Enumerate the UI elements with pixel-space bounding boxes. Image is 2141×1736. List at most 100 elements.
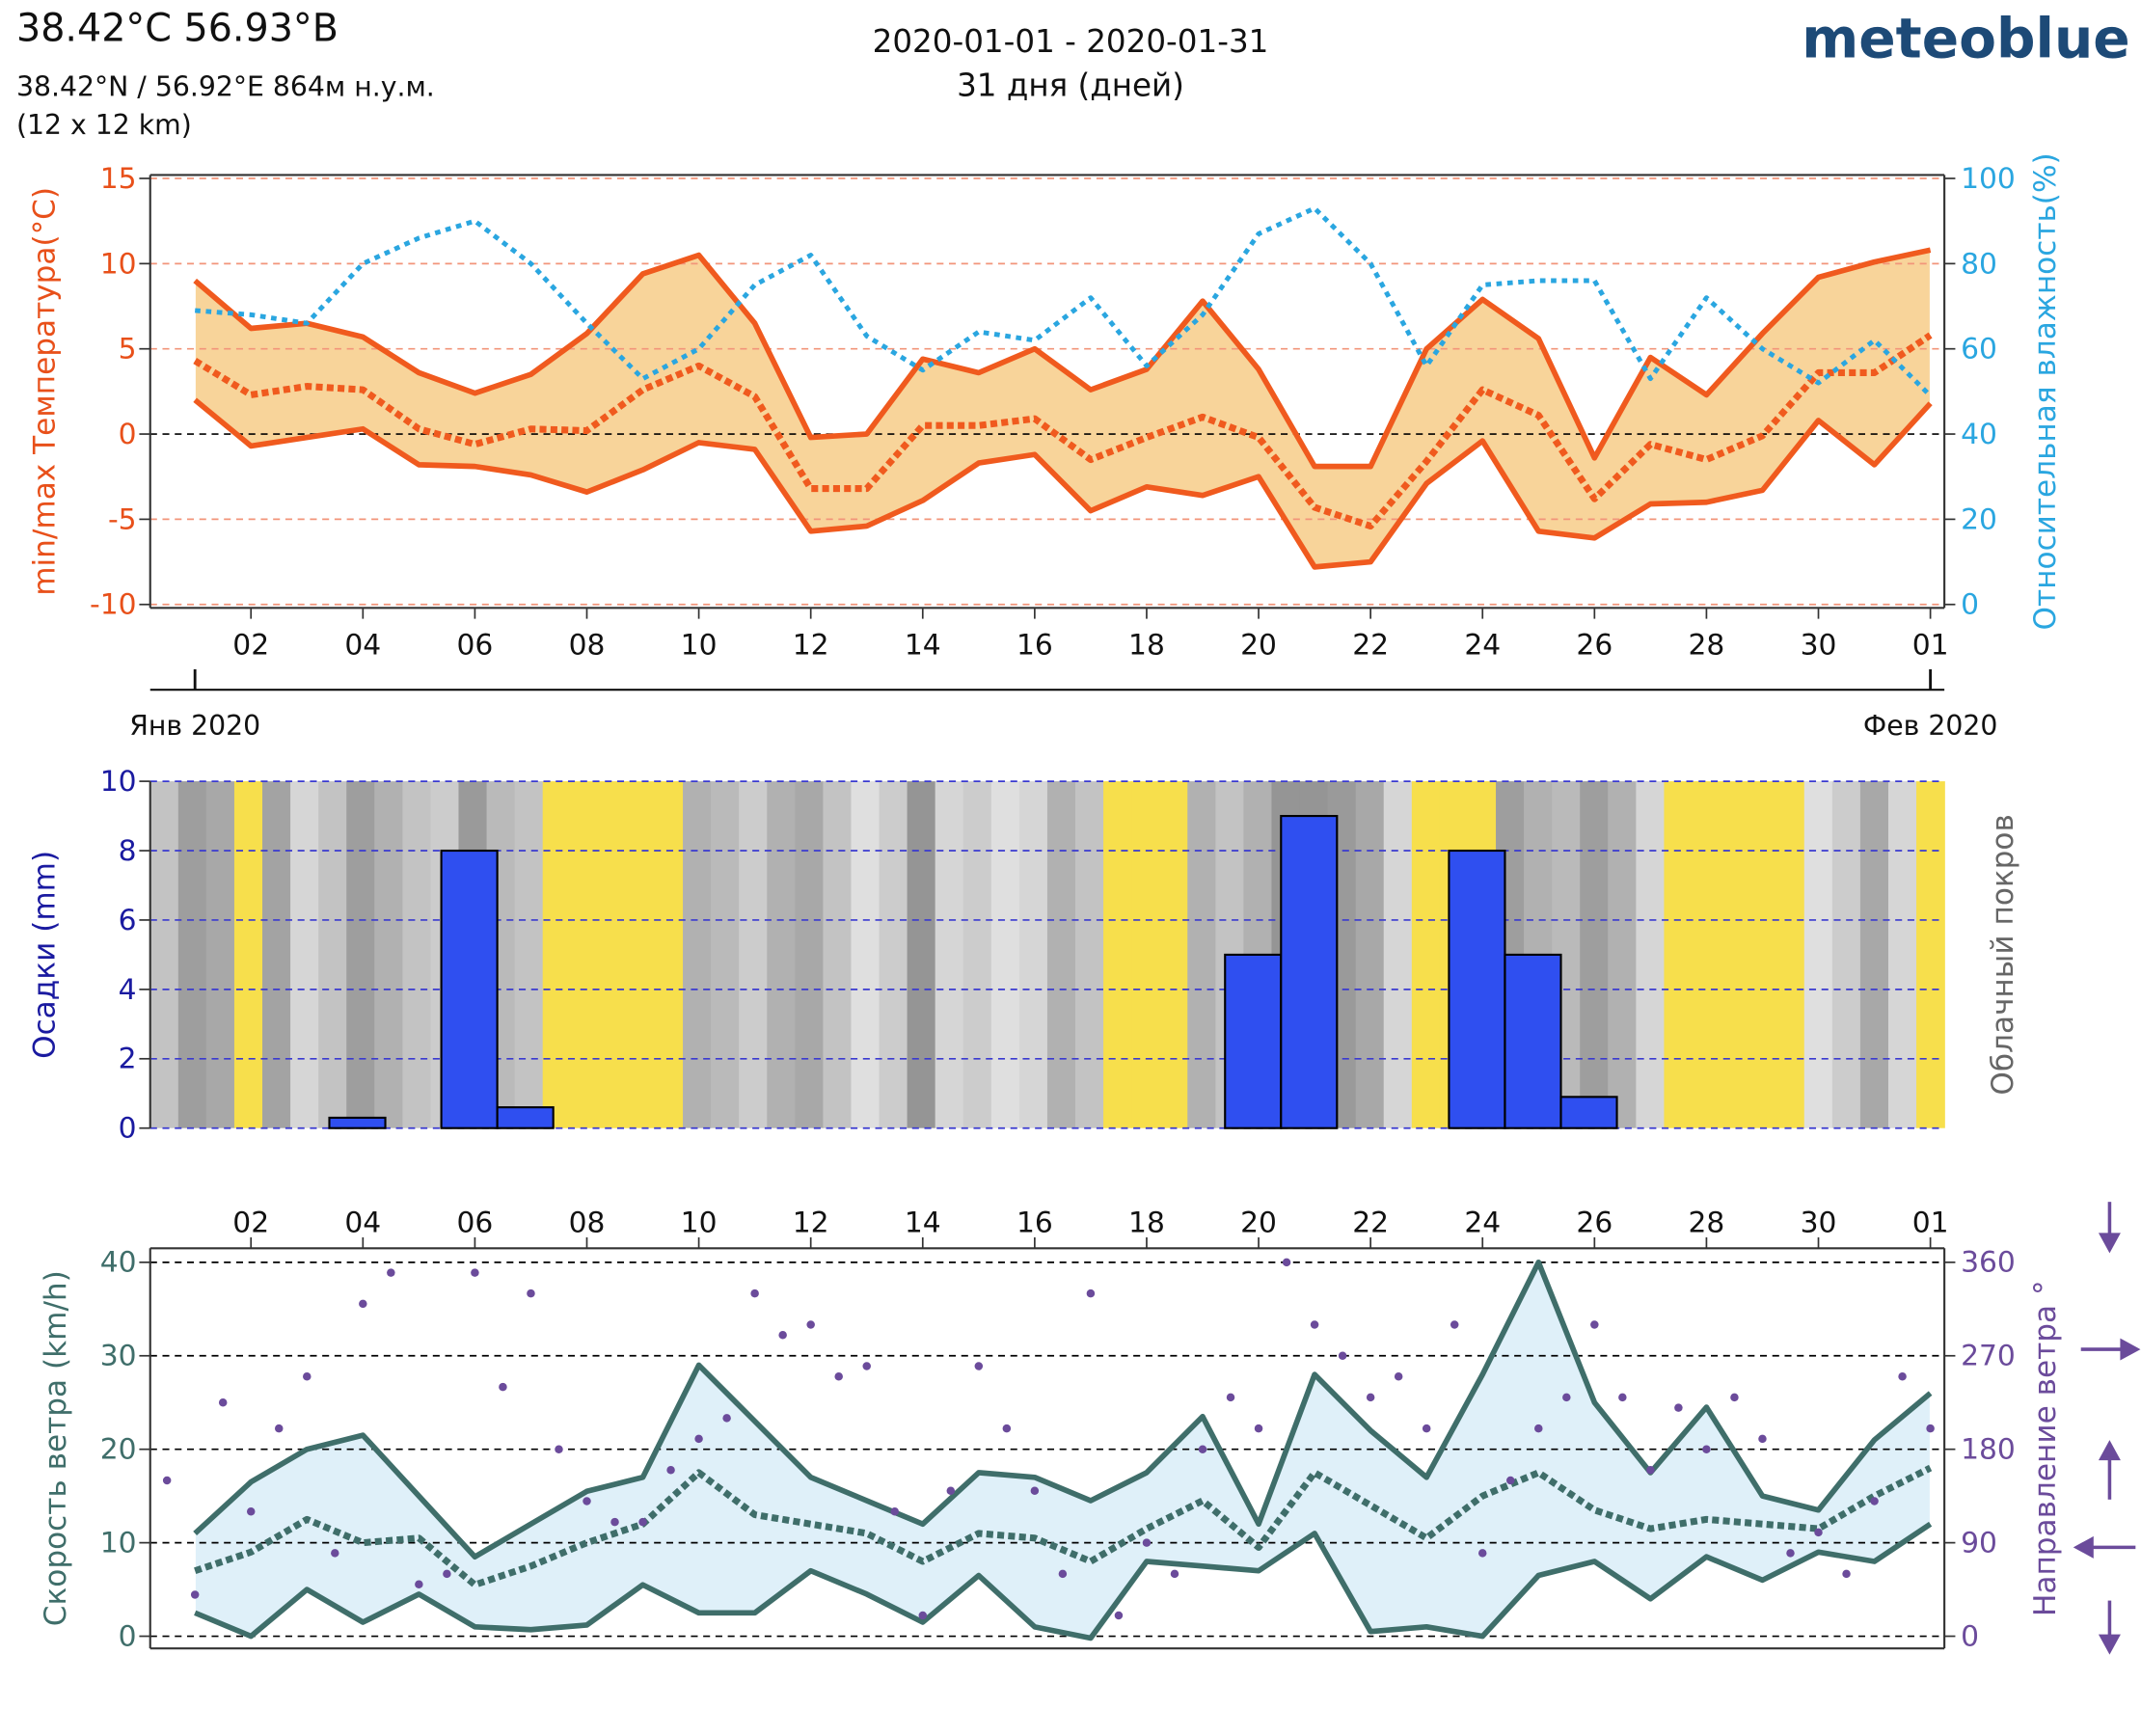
- cloud-stripe: [1018, 781, 1048, 1128]
- cloud-stripe: [1580, 781, 1610, 1128]
- y-tick-label: 40: [100, 1246, 137, 1280]
- wind-direction-point: [1058, 1569, 1068, 1579]
- precipitation-bar: [1448, 849, 1506, 1129]
- wind-direction-point: [1394, 1372, 1403, 1381]
- wind-direction-point: [722, 1414, 731, 1423]
- y2-axis-label: Направление ветра °: [2028, 1280, 2063, 1616]
- y-tick-label: -5: [108, 502, 137, 536]
- x-tick-label: 04: [344, 1206, 381, 1239]
- x-tick-label: 26: [1576, 1206, 1613, 1239]
- cloud-stripe: [233, 781, 263, 1128]
- wind-direction-point: [666, 1465, 675, 1475]
- cloud-stripe: [907, 781, 936, 1128]
- wind-direction-point: [1590, 1320, 1599, 1329]
- y-tick-label: 15: [100, 162, 137, 196]
- y2-tick-label: 270: [1961, 1340, 2016, 1373]
- x-tick-label: 10: [681, 1206, 718, 1239]
- precipitation-bar: [1280, 814, 1339, 1129]
- wind-direction-point: [331, 1549, 339, 1558]
- dotted-line: [194, 1464, 1933, 1588]
- x-tick-label: 12: [793, 1206, 829, 1239]
- wind-direction-point: [218, 1397, 228, 1407]
- cloud-stripe: [1916, 781, 1945, 1128]
- cloud-stripe: [1775, 781, 1805, 1128]
- wind-direction-point: [1870, 1497, 1879, 1505]
- wind-direction-point: [1786, 1549, 1795, 1558]
- wind-direction-point: [1506, 1476, 1515, 1485]
- x-tick-label: 10: [681, 628, 718, 662]
- wind-direction-point: [1114, 1611, 1124, 1620]
- wind-direction-point: [1338, 1351, 1347, 1361]
- cloud-stripe: [374, 781, 404, 1128]
- y-tick-label: 8: [119, 834, 137, 868]
- cloud-stripe: [402, 781, 432, 1128]
- x-tick-label: 20: [1240, 628, 1277, 662]
- arrow-head: [2073, 1535, 2094, 1559]
- y-tick-label: 10: [100, 765, 137, 799]
- coordinates: 38.42°N / 56.92°E 864м н.у.м.: [16, 70, 435, 102]
- cloud-stripe: [542, 781, 572, 1128]
- wind-direction-point: [638, 1517, 647, 1527]
- period: 2020-01-01 - 2020-01-31: [873, 23, 1269, 60]
- x-tick-label: 12: [793, 628, 829, 662]
- y-tick-label: 5: [119, 333, 137, 366]
- wind-direction-point: [1198, 1445, 1207, 1453]
- wind-direction-point: [246, 1507, 256, 1516]
- cloud-stripe: [626, 781, 656, 1128]
- cloud-stripe: [935, 781, 964, 1128]
- y-axis-label: min/max Температура(°C): [28, 187, 63, 596]
- y-tick-label: 30: [100, 1340, 137, 1373]
- y2-tick-label: 0: [1961, 588, 1979, 622]
- location-title: 38.42°C 56.93°В: [16, 7, 339, 51]
- y-tick-label: 0: [119, 418, 137, 451]
- y2-axis-label: Относительная влажность(%): [2028, 152, 2063, 630]
- wind-direction-point: [1170, 1569, 1179, 1579]
- wind-direction-point: [610, 1517, 619, 1527]
- x-tick-label: 24: [1464, 1206, 1501, 1239]
- x-tick-label: 08: [569, 628, 606, 662]
- x-tick-label: 22: [1352, 628, 1389, 662]
- cloud-stripe: [1355, 781, 1385, 1128]
- wind-direction-point: [162, 1476, 172, 1485]
- wind-direction-point: [1142, 1538, 1152, 1547]
- cloud-stripe: [570, 781, 600, 1128]
- wind-direction-point: [1086, 1288, 1096, 1298]
- precipitation-bar: [1224, 953, 1283, 1129]
- month-label: Янв 2020: [129, 710, 260, 742]
- x-tick-label: 06: [456, 1206, 493, 1239]
- y2-tick-label: 100: [1961, 162, 2016, 196]
- wind-direction-point: [1450, 1320, 1459, 1329]
- cloud-stripe: [1159, 781, 1188, 1128]
- wind-direction-point: [946, 1486, 956, 1496]
- x-tick-label: 06: [456, 628, 493, 662]
- wind-direction-point: [1254, 1424, 1263, 1433]
- cloud-stripe: [177, 781, 207, 1128]
- x-tick-label: 24: [1464, 628, 1501, 662]
- cloud-stripe: [1664, 781, 1694, 1128]
- wind-direction-point: [694, 1434, 703, 1444]
- arrow-head: [2120, 1338, 2141, 1361]
- cloud-stripe: [1411, 781, 1441, 1128]
- precipitation-bar: [328, 1116, 387, 1129]
- cloud-stripe: [1074, 781, 1104, 1128]
- cloud-stripe: [823, 781, 853, 1128]
- y2-tick-label: 0: [1961, 1619, 1979, 1653]
- resolution: (12 x 12 km): [16, 109, 192, 141]
- wind-direction-point: [555, 1445, 563, 1453]
- x-tick-label: 02: [232, 1206, 269, 1239]
- cloud-stripe: [598, 781, 628, 1128]
- wind-direction-point: [778, 1330, 787, 1340]
- x-tick-label: 01: [1912, 1206, 1949, 1239]
- wind-direction-point: [1814, 1528, 1823, 1537]
- wind-direction-point: [1422, 1424, 1431, 1433]
- wind-direction-point: [583, 1497, 591, 1505]
- wind-direction-point: [1226, 1393, 1235, 1402]
- y-tick-label: 0: [119, 1112, 137, 1146]
- dotted-line: [193, 332, 1933, 530]
- precipitation-bar: [496, 1106, 555, 1129]
- x-tick-label: 02: [232, 628, 269, 662]
- arrow-head: [2098, 1440, 2121, 1461]
- cloud-stripe: [1859, 781, 1889, 1128]
- line: [193, 1260, 1933, 1560]
- wind-direction-point: [862, 1362, 871, 1370]
